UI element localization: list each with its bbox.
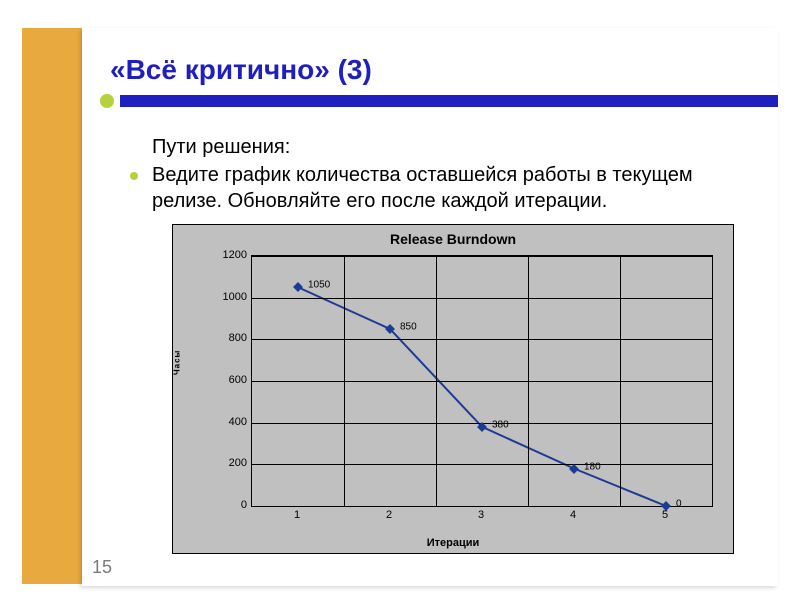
chart-xtick: 5 — [645, 509, 685, 521]
chart-hgridline — [252, 256, 712, 257]
chart-ytick: 600 — [187, 374, 247, 386]
chart-data-label: 1050 — [308, 280, 330, 291]
bullet-text: Ведите график количества оставшейся рабо… — [152, 162, 748, 214]
chart-data-label: 0 — [676, 499, 682, 510]
chart-ytick: 0 — [187, 499, 247, 511]
accent-dot-icon — [100, 94, 114, 108]
chart-vgridline — [620, 256, 621, 506]
chart-data-label: 380 — [492, 419, 509, 430]
chart-xlabel: Итерации — [173, 537, 733, 549]
chart-hgridline — [252, 381, 712, 382]
chart-hgridline — [252, 339, 712, 340]
bullet-icon — [130, 172, 138, 180]
chart-xtick: 3 — [461, 509, 501, 521]
slide-title: «Всё критично» (3) — [110, 54, 372, 86]
chart-xtick: 1 — [277, 509, 317, 521]
chart-vgridline — [528, 256, 529, 506]
chart-ytick: 200 — [187, 457, 247, 469]
chart-plot-area: 1050 850 380 180 0 — [251, 255, 713, 507]
slide-frame: «Всё критично» (3) Пути решения: Ведите … — [22, 28, 778, 584]
chart-ytick: 800 — [187, 332, 247, 344]
chart-data-label: 180 — [584, 461, 601, 472]
chart-hgridline — [252, 464, 712, 465]
chart-data-label: 850 — [400, 321, 417, 332]
burndown-chart: Release Burndown Часы 10508503801800 Ите… — [172, 224, 734, 554]
chart-xtick: 4 — [553, 509, 593, 521]
chart-hgridline — [252, 298, 712, 299]
chart-vgridline — [436, 256, 437, 506]
chart-ytick: 1000 — [187, 291, 247, 303]
chart-vgridline — [344, 256, 345, 506]
title-underline — [82, 92, 778, 110]
slide-body: «Всё критично» (3) Пути решения: Ведите … — [82, 28, 778, 586]
chart-ylabel: Часы — [173, 350, 182, 375]
chart-xtick: 2 — [369, 509, 409, 521]
page-number: 15 — [92, 557, 112, 578]
chart-title: Release Burndown — [173, 231, 733, 247]
chart-ytick: 1200 — [187, 249, 247, 261]
chart-ytick: 400 — [187, 416, 247, 428]
accent-bar — [120, 95, 778, 107]
intro-text: Пути решения: — [152, 136, 748, 159]
